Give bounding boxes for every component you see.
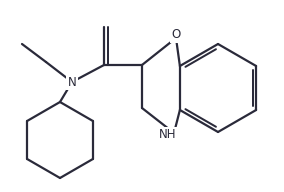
Text: NH: NH — [159, 128, 177, 142]
Text: O: O — [171, 28, 181, 41]
Text: N: N — [68, 75, 76, 89]
